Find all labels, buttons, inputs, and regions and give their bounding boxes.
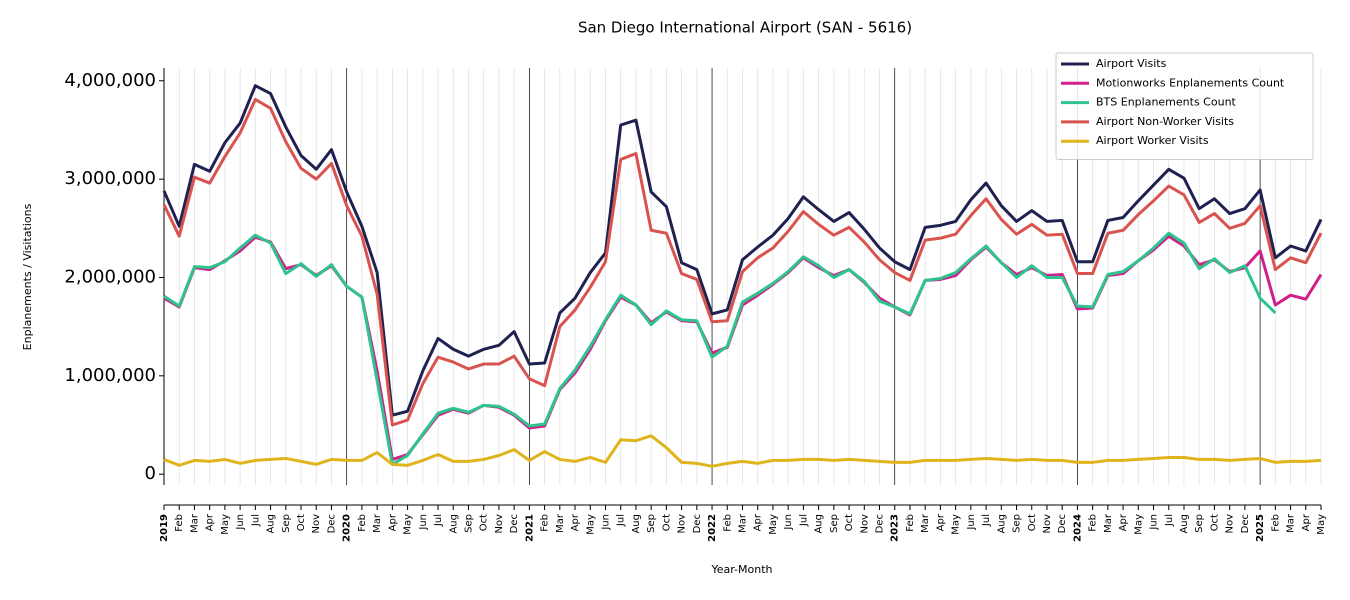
y-tick-label: 3,000,000 — [64, 168, 156, 189]
x-tick-label: Sep — [281, 514, 292, 533]
y-tick-label: 1,000,000 — [64, 365, 156, 386]
x-tick-label: Dec — [509, 514, 520, 533]
x-tick-label: Apr — [205, 513, 216, 531]
x-tick-label: Mar — [555, 513, 566, 533]
x-tick-label: Aug — [631, 514, 642, 534]
y-tick-label: 0 — [145, 463, 156, 484]
x-tick-label: Mar — [738, 513, 749, 533]
x-tick-label: Sep — [646, 514, 657, 533]
x-tick-label: Jun — [966, 514, 977, 531]
x-tick-label: Oct — [479, 514, 490, 531]
x-tick-label: Jun — [1149, 514, 1160, 531]
x-tick-label: Dec — [692, 514, 703, 533]
x-axis-label: Year-Month — [710, 563, 772, 576]
x-tick-label: Sep — [829, 514, 840, 533]
legend-label: Airport Worker Visits — [1096, 134, 1209, 147]
legend-label: Motionworks Enplanements Count — [1096, 76, 1285, 89]
x-tick-label: Mar — [1103, 513, 1114, 533]
x-tick-label: May — [768, 514, 779, 535]
x-tick-label: Dec — [1240, 514, 1251, 533]
x-tick-label: Jul — [616, 514, 627, 527]
x-tick-label: 2024 — [1072, 514, 1083, 542]
x-tick-label: Nov — [494, 514, 505, 534]
x-tick-label: Jun — [783, 514, 794, 531]
x-tick-label: Aug — [1179, 514, 1190, 534]
series-line — [163, 434, 1322, 468]
series-line — [163, 231, 1277, 466]
x-tick-label: Jul — [433, 514, 444, 527]
legend-label: BTS Enplanements Count — [1096, 96, 1237, 109]
x-tick-label: Nov — [1042, 514, 1053, 534]
x-tick-label: Mar — [372, 513, 383, 533]
series-line — [162, 84, 1323, 417]
x-tick-label: 2025 — [1255, 514, 1266, 542]
legend-label: Airport Non-Worker Visits — [1096, 115, 1234, 128]
x-tick-label: Nov — [311, 514, 322, 534]
x-tick-label: Oct — [844, 514, 855, 531]
x-tick-label: 2019 — [159, 514, 170, 542]
legend-box — [1055, 52, 1314, 160]
x-tick-label: Oct — [1209, 514, 1220, 531]
x-tick-label: Aug — [814, 514, 825, 534]
x-tick-label: Sep — [1012, 514, 1023, 533]
x-tick-label: Apr — [1118, 513, 1129, 531]
x-tick-label: 2021 — [524, 514, 535, 542]
x-tick-label: May — [403, 514, 414, 535]
x-tick-label: Nov — [859, 514, 870, 534]
x-tick-label: Feb — [174, 514, 185, 532]
x-tick-label: Dec — [326, 514, 337, 533]
x-tick-label: May — [220, 514, 231, 535]
x-tick-label: Dec — [1057, 514, 1068, 533]
x-tick-label: 2023 — [890, 514, 901, 542]
x-tick-label: Jul — [981, 514, 992, 527]
series-line — [162, 97, 1323, 427]
y-tick-label: 2,000,000 — [64, 266, 156, 287]
x-tick-label: Feb — [905, 514, 916, 532]
x-tick-label: Apr — [1301, 513, 1312, 531]
x-tick-label: May — [1133, 514, 1144, 535]
x-tick-label: Jun — [600, 514, 611, 531]
x-tick-label: Jul — [798, 514, 809, 527]
x-tick-label: Mar — [1286, 513, 1297, 533]
x-tick-label: Feb — [722, 514, 733, 532]
x-tick-label: Sep — [463, 514, 474, 533]
x-tick-label: Feb — [1270, 514, 1281, 532]
x-tick-label: 2022 — [707, 514, 718, 542]
x-tick-label: 2020 — [342, 514, 353, 542]
x-tick-label: Mar — [189, 513, 200, 533]
legend-label: Airport Visits — [1096, 57, 1167, 70]
x-tick-label: Nov — [1225, 514, 1236, 534]
x-tick-label: May — [1316, 514, 1327, 535]
x-tick-label: Aug — [266, 514, 277, 534]
x-tick-label: Feb — [357, 514, 368, 532]
y-axis-label: Enplanements / Visitations — [21, 203, 34, 350]
x-tick-label: Aug — [448, 514, 459, 534]
x-tick-label: Oct — [296, 514, 307, 531]
x-tick-label: Oct — [1027, 514, 1038, 531]
x-tick-label: Jun — [418, 514, 429, 531]
x-tick-label: Sep — [1194, 514, 1205, 533]
x-tick-label: Mar — [920, 513, 931, 533]
x-tick-label: Feb — [1088, 514, 1099, 532]
x-tick-label: Apr — [753, 513, 764, 531]
y-tick-label: 4,000,000 — [64, 70, 156, 91]
chart-title: San Diego International Airport (SAN - 5… — [578, 19, 912, 37]
x-tick-label: Aug — [996, 514, 1007, 534]
x-tick-label: Oct — [661, 514, 672, 531]
x-tick-label: Apr — [935, 513, 946, 531]
x-tick-label: Jun — [235, 514, 246, 531]
x-tick-label: May — [585, 514, 596, 535]
x-tick-label: Dec — [875, 514, 886, 533]
x-tick-label: Apr — [387, 513, 398, 531]
x-tick-label: May — [951, 514, 962, 535]
x-tick-label: Apr — [570, 513, 581, 531]
x-tick-label: Jul — [250, 514, 261, 527]
x-tick-label: Feb — [540, 514, 551, 532]
x-tick-label: Jul — [1164, 514, 1175, 527]
x-tick-label: Nov — [677, 514, 688, 534]
